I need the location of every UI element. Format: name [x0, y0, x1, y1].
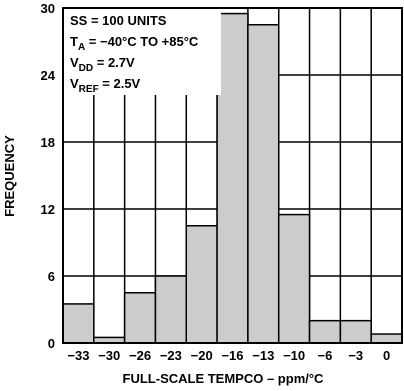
x-tick-label: −13 [252, 348, 274, 363]
histogram-bar [370, 333, 403, 344]
y-tick-label: 18 [41, 135, 55, 150]
y-tick-labels: 0 6 12 18 24 30 [41, 1, 56, 351]
y-tick-label: 0 [48, 336, 55, 351]
histogram-bar [185, 225, 218, 344]
x-tick-label: −10 [283, 348, 305, 363]
plot-frame [62, 7, 403, 344]
annotation-line: SS = 100 UNITS [70, 13, 167, 28]
y-tick-label: 6 [48, 269, 55, 284]
histogram-bar [216, 12, 249, 344]
histogram-bar [308, 319, 342, 344]
y-axis-label: FREQUENCY [2, 135, 17, 217]
x-tick-label: −33 [67, 348, 89, 363]
annotation-line: VREF = 2.5V [70, 76, 141, 95]
x-tick-label: −30 [98, 348, 120, 363]
x-tick-label: −6 [318, 348, 333, 363]
bars [62, 12, 403, 344]
annotation-line: TA = −40°C TO +85°C [70, 34, 199, 53]
x-tick-label: −16 [221, 348, 243, 363]
x-tick-label: −23 [160, 348, 182, 363]
histogram-bar [277, 213, 311, 344]
histogram-bar [123, 292, 157, 344]
y-tick-label: 12 [41, 202, 55, 217]
x-tick-label: 0 [383, 348, 390, 363]
histogram-bar [247, 24, 280, 344]
histogram-bar [62, 303, 95, 344]
x-tick-label: −20 [191, 348, 213, 363]
histogram-bar [154, 275, 188, 344]
x-tick-label: −26 [129, 348, 151, 363]
x-tick-labels: −33 −30 −26 −23 −20 −16 −13 −10 −6 −3 0 [67, 348, 390, 363]
x-axis-label: FULL-SCALE TEMPCO – ppm/°C [123, 371, 325, 386]
chart-annotations: SS = 100 UNITS TA = −40°C TO +85°C VDD = 2… [64, 9, 221, 95]
y-tick-label: 24 [41, 68, 56, 83]
y-tick-label: 30 [41, 1, 55, 16]
annotation-background [64, 9, 221, 95]
annotation-line: VDD = 2.7V [70, 55, 135, 74]
x-tick-label: −3 [348, 348, 363, 363]
histogram-bar [339, 319, 372, 344]
